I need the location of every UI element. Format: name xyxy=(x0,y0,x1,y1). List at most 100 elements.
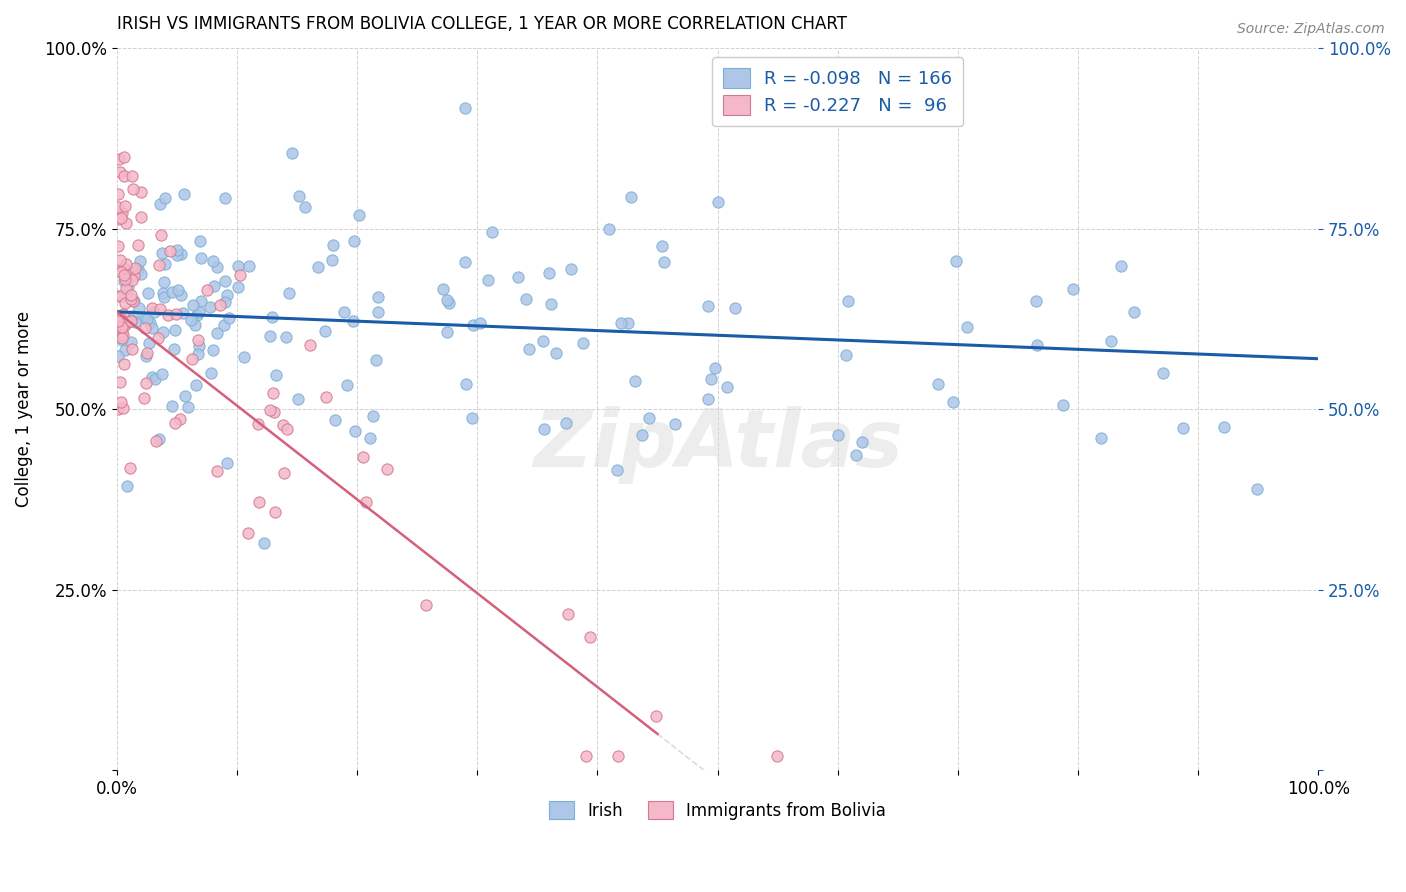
Point xyxy=(200,366,222,380)
Point xyxy=(1099,334,1122,348)
Point xyxy=(111,319,134,334)
Point xyxy=(336,378,359,392)
Point xyxy=(229,268,252,282)
Point xyxy=(183,318,205,332)
Point xyxy=(173,186,195,201)
Point xyxy=(174,389,197,403)
Point xyxy=(169,288,191,302)
Point xyxy=(114,265,136,279)
Point xyxy=(664,417,686,431)
Point xyxy=(129,185,152,199)
Point xyxy=(165,323,187,337)
Point xyxy=(108,326,131,340)
Text: Source: ZipAtlas.com: Source: ZipAtlas.com xyxy=(1237,22,1385,37)
Point xyxy=(136,285,159,300)
Point xyxy=(110,288,132,302)
Point xyxy=(1090,431,1112,445)
Point xyxy=(454,377,477,392)
Point xyxy=(215,288,238,302)
Legend: Irish, Immigrants from Bolivia: Irish, Immigrants from Bolivia xyxy=(543,795,893,827)
Point xyxy=(122,293,145,308)
Point xyxy=(135,349,157,363)
Point xyxy=(215,456,238,470)
Point xyxy=(150,227,173,242)
Point xyxy=(1171,421,1194,435)
Point xyxy=(198,300,221,314)
Point xyxy=(134,321,156,335)
Point xyxy=(112,150,135,164)
Point xyxy=(367,289,389,303)
Point xyxy=(152,290,174,304)
Point xyxy=(606,463,628,477)
Point xyxy=(463,318,485,332)
Point xyxy=(110,211,132,225)
Point xyxy=(138,316,160,330)
Point xyxy=(122,182,145,196)
Point xyxy=(201,254,224,268)
Point xyxy=(436,293,458,308)
Point xyxy=(166,244,188,258)
Point xyxy=(115,217,138,231)
Point xyxy=(114,296,136,310)
Point xyxy=(298,338,321,352)
Point xyxy=(481,225,503,239)
Point xyxy=(149,302,172,317)
Point xyxy=(454,254,477,268)
Point xyxy=(114,318,136,332)
Point xyxy=(114,272,136,286)
Point xyxy=(1052,398,1074,412)
Point xyxy=(138,335,160,350)
Point xyxy=(128,301,150,315)
Point xyxy=(288,188,311,202)
Point xyxy=(115,479,138,493)
Point xyxy=(927,376,949,391)
Point xyxy=(141,369,163,384)
Point xyxy=(1213,420,1236,434)
Point xyxy=(107,313,129,327)
Point xyxy=(572,336,595,351)
Point xyxy=(162,285,184,299)
Point xyxy=(533,334,555,348)
Point xyxy=(122,294,145,309)
Point xyxy=(598,222,620,236)
Point xyxy=(188,338,211,352)
Point xyxy=(707,194,730,209)
Point xyxy=(578,630,600,644)
Point xyxy=(262,310,284,325)
Point xyxy=(508,269,530,284)
Point xyxy=(187,347,209,361)
Point xyxy=(121,169,143,183)
Point xyxy=(111,331,134,345)
Point xyxy=(624,375,647,389)
Point xyxy=(163,342,186,356)
Point xyxy=(277,286,299,301)
Point xyxy=(177,401,200,415)
Point xyxy=(460,411,482,425)
Point xyxy=(1109,260,1132,274)
Point xyxy=(214,190,236,204)
Point xyxy=(181,298,204,312)
Point xyxy=(165,307,187,321)
Point xyxy=(115,257,138,271)
Point xyxy=(610,316,633,330)
Point xyxy=(108,252,131,267)
Point xyxy=(238,525,260,540)
Point xyxy=(110,206,132,220)
Point xyxy=(117,280,139,294)
Point xyxy=(226,280,249,294)
Point xyxy=(148,432,170,446)
Point xyxy=(111,307,134,321)
Point xyxy=(517,342,540,356)
Point xyxy=(651,239,673,253)
Point xyxy=(112,327,135,342)
Point xyxy=(108,375,131,389)
Point xyxy=(114,281,136,295)
Point xyxy=(112,357,135,371)
Point xyxy=(214,294,236,309)
Point xyxy=(1025,293,1047,308)
Point xyxy=(120,461,142,475)
Point xyxy=(110,310,132,325)
Point xyxy=(212,318,235,332)
Point xyxy=(112,317,135,331)
Point xyxy=(620,190,643,204)
